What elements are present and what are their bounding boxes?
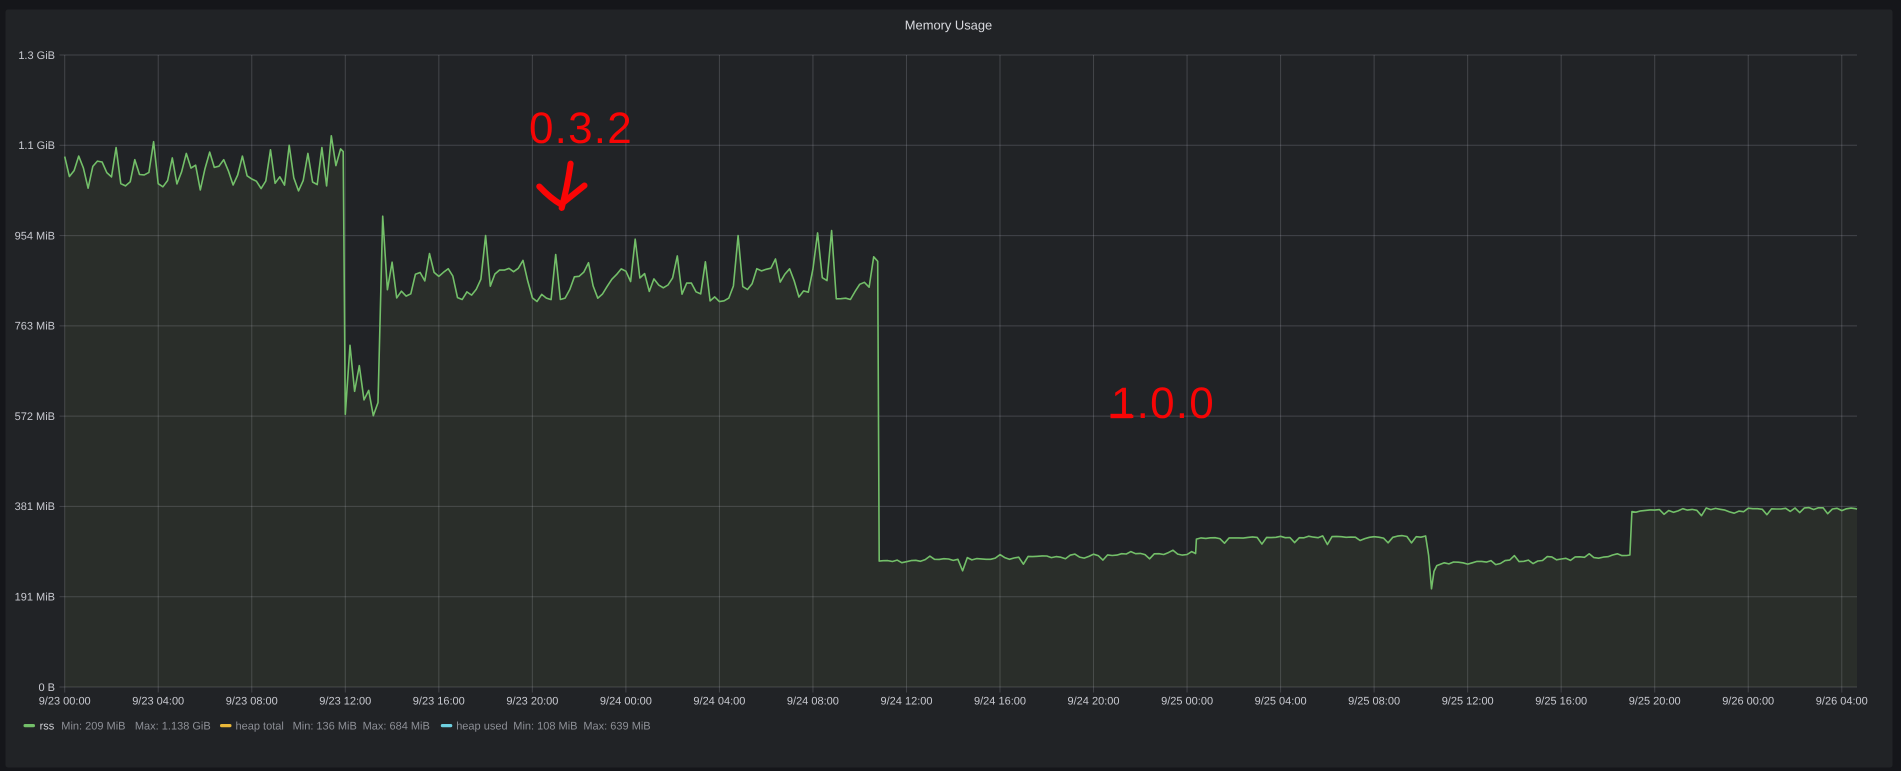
svg-text:9/25 20:00: 9/25 20:00 (1629, 696, 1681, 708)
svg-text:heap used: heap used (456, 721, 507, 733)
svg-text:9/24 04:00: 9/24 04:00 (693, 696, 745, 708)
svg-text:9/26 00:00: 9/26 00:00 (1722, 696, 1774, 708)
svg-text:1.3 GiB: 1.3 GiB (18, 50, 55, 62)
svg-text:9/23 00:00: 9/23 00:00 (39, 696, 91, 708)
svg-text:9/23 20:00: 9/23 20:00 (506, 696, 558, 708)
svg-text:heap total: heap total (236, 721, 284, 733)
svg-text:9/24 00:00: 9/24 00:00 (600, 696, 652, 708)
svg-text:9/25 00:00: 9/25 00:00 (1161, 696, 1213, 708)
svg-text:Max: 639 MiB: Max: 639 MiB (583, 721, 650, 733)
svg-text:9/25 12:00: 9/25 12:00 (1442, 696, 1494, 708)
svg-text:Max: 684 MiB: Max: 684 MiB (363, 721, 430, 733)
svg-text:1.1 GiB: 1.1 GiB (18, 140, 55, 152)
svg-text:9/24 20:00: 9/24 20:00 (1068, 696, 1120, 708)
svg-text:954 MiB: 954 MiB (15, 230, 55, 242)
svg-text:381 MiB: 381 MiB (15, 501, 55, 513)
svg-text:0 B: 0 B (38, 682, 55, 694)
svg-text:9/23 12:00: 9/23 12:00 (319, 696, 371, 708)
svg-text:9/25 04:00: 9/25 04:00 (1255, 696, 1307, 708)
svg-text:572 MiB: 572 MiB (15, 411, 55, 423)
svg-text:1.0.0: 1.0.0 (1111, 379, 1215, 428)
svg-text:Max: 1.138 GiB: Max: 1.138 GiB (135, 721, 211, 733)
svg-text:Min: 136 MiB: Min: 136 MiB (293, 721, 357, 733)
svg-text:9/24 08:00: 9/24 08:00 (787, 696, 839, 708)
svg-text:191 MiB: 191 MiB (15, 592, 55, 604)
svg-text:Memory Usage: Memory Usage (905, 18, 992, 33)
svg-text:Min: 209 MiB: Min: 209 MiB (61, 721, 125, 733)
svg-text:9/26 04:00: 9/26 04:00 (1816, 696, 1868, 708)
svg-text:9/25 16:00: 9/25 16:00 (1535, 696, 1587, 708)
svg-text:rss: rss (40, 721, 55, 733)
svg-text:9/23 04:00: 9/23 04:00 (132, 696, 184, 708)
svg-text:9/24 12:00: 9/24 12:00 (881, 696, 933, 708)
svg-text:9/24 16:00: 9/24 16:00 (974, 696, 1026, 708)
svg-text:9/23 08:00: 9/23 08:00 (226, 696, 278, 708)
svg-text:763 MiB: 763 MiB (15, 321, 55, 333)
svg-text:9/23 16:00: 9/23 16:00 (413, 696, 465, 708)
svg-text:9/25 08:00: 9/25 08:00 (1348, 696, 1400, 708)
svg-text:0.3.2: 0.3.2 (529, 104, 633, 153)
svg-text:Min: 108 MiB: Min: 108 MiB (513, 721, 577, 733)
